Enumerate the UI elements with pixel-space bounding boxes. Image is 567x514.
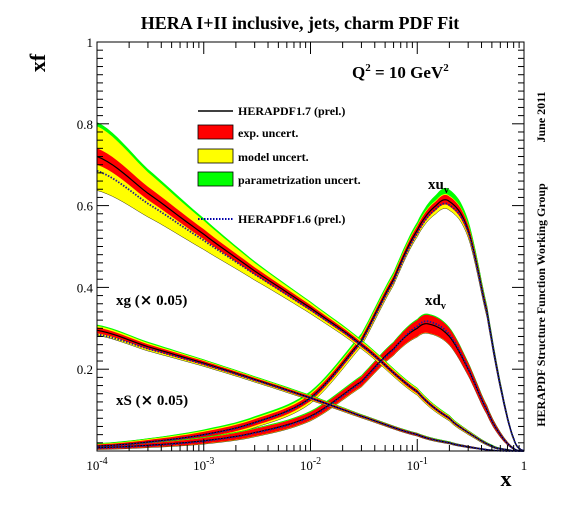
- xdv-exp-band: [97, 314, 524, 451]
- x-tick-label: 1: [521, 458, 528, 473]
- x-tick-label: 10-3: [193, 456, 214, 473]
- legend-entry-parametrization-uncert: parametrization uncert.: [197, 171, 361, 187]
- y-tick-label: 0.6: [77, 199, 94, 214]
- y-tick-label: 0.8: [77, 117, 93, 132]
- y-tick-label: 1: [87, 35, 94, 50]
- legend-label: exp. uncert.: [238, 126, 298, 140]
- y-axis: 0.2 0.4 0.6 0.8 1: [77, 35, 524, 444]
- legend-swatch: [197, 148, 234, 164]
- xdv-param-band: [97, 313, 524, 451]
- legend: HERAPDF1.7 (prel.) exp. uncert. model unce…: [197, 104, 361, 226]
- legend-entry-model-uncert: model uncert.: [197, 148, 309, 164]
- x-axis: 10-4 10-3 10-2 10-1 1: [86, 42, 527, 473]
- legend-label: HERAPDF1.7 (prel.): [238, 104, 345, 118]
- series-label-xuv: xuv: [428, 177, 449, 196]
- legend-label: HERAPDF1.6 (prel.): [238, 212, 345, 226]
- group-label: HERAPDF Structure Function Working Group: [534, 183, 548, 427]
- xuv-herapdf16-line: [96, 202, 525, 452]
- series-label-xg: xg (× 0.05): [116, 291, 187, 309]
- x-axis-label: x: [501, 466, 512, 491]
- legend-label: parametrization uncert.: [238, 173, 361, 187]
- xdv-model-band: [96, 314, 525, 452]
- series-label-xdv: xdv: [425, 293, 446, 312]
- legend-entry-herapdf1-7-prel: HERAPDF1.7 (prel.): [198, 104, 345, 118]
- y-tick-label: 0.2: [77, 362, 93, 377]
- series-labels: xuv xdv xg (× 0.05) xS (× 0.05): [116, 177, 449, 409]
- legend-entry-exp-uncert: exp. uncert.: [197, 124, 298, 140]
- legend-label: model uncert.: [238, 150, 309, 164]
- xs-herapdf16-line: [96, 333, 524, 452]
- xdv-central-line: [96, 323, 525, 452]
- y-tick-label: 0.4: [77, 280, 94, 295]
- chart-title: HERA I+II inclusive, jets, charm PDF Fit: [141, 13, 460, 33]
- xs-model-band: [96, 324, 524, 452]
- xs-param-band: [97, 324, 524, 451]
- date-label: June 2011: [534, 91, 548, 142]
- xdv-herapdf16-line: [96, 320, 525, 452]
- x-tick-label: 10-4: [86, 456, 107, 473]
- x-tick-label: 10-1: [407, 456, 428, 473]
- legend-swatch: [197, 124, 234, 140]
- y-axis-label: xf: [25, 53, 50, 72]
- series-label-xs: xS (× 0.05): [116, 391, 188, 409]
- legend-entry-herapdf1-6-prel: HERAPDF1.6 (prel.): [198, 212, 345, 226]
- legend-swatch: [197, 171, 234, 187]
- x-tick-label: 10-2: [300, 456, 321, 473]
- scale-label: Q2 = 10 GeV2: [352, 62, 449, 82]
